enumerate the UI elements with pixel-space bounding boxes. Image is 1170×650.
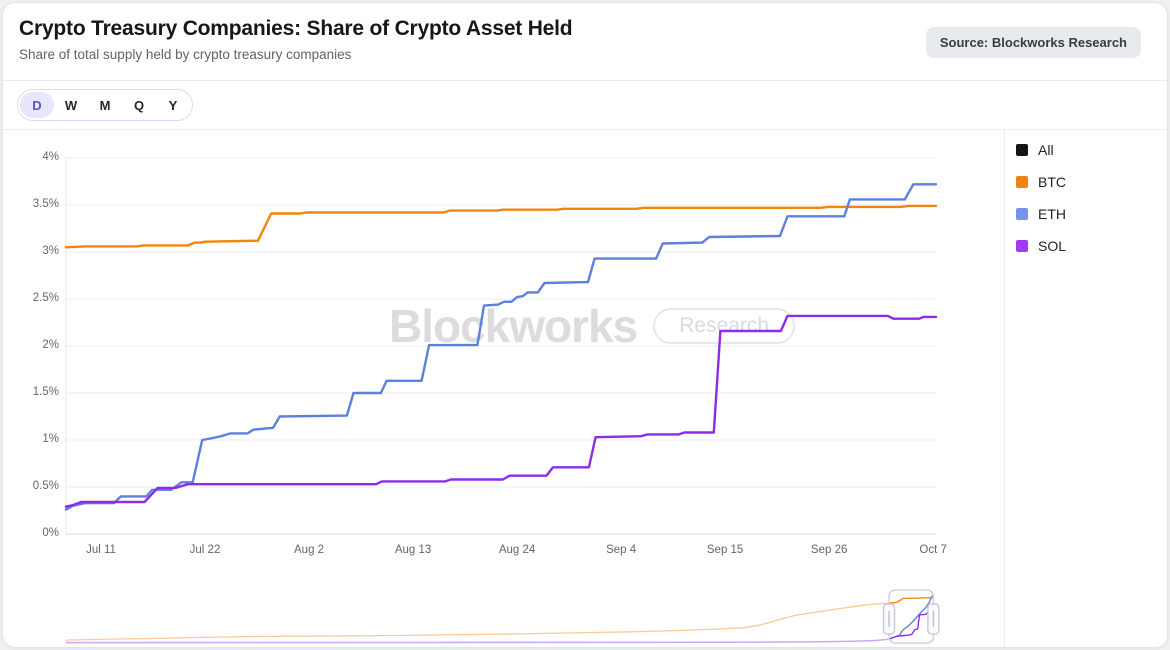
timeframe-button-yearly[interactable]: Y	[156, 92, 190, 118]
y-axis-label: 3.5%	[32, 198, 59, 210]
navigator-svg[interactable]	[41, 587, 943, 648]
legend-label: BTC	[1038, 174, 1066, 190]
legend-item-btc[interactable]: BTC	[1016, 169, 1066, 195]
page-subtitle: Share of total supply held by crypto tre…	[19, 47, 352, 62]
legend-swatch-btc	[1016, 176, 1028, 188]
y-axis-label: 0%	[42, 527, 59, 539]
x-axis-label: Aug 13	[394, 544, 432, 556]
legend-divider	[1004, 130, 1005, 647]
y-axis-label: 1.5%	[32, 386, 59, 398]
series-line-btc	[64, 204, 938, 249]
x-axis-label: Aug 2	[294, 544, 325, 556]
y-axis-label: 0.5%	[32, 480, 59, 492]
x-axis-label: Sep 26	[810, 544, 848, 556]
x-axis-label: Sep 4	[606, 544, 637, 556]
main-chart-svg[interactable]	[41, 146, 943, 558]
chart-legend: All BTC ETH SOL	[1016, 137, 1066, 265]
y-axis-label: 3%	[42, 245, 59, 257]
legend-item-all[interactable]: All	[1016, 137, 1066, 163]
y-axis-label: 1%	[42, 433, 59, 445]
legend-swatch-sol	[1016, 240, 1028, 252]
timeframe-button-quarterly[interactable]: Q	[122, 92, 156, 118]
timeframe-selector: D W M Q Y	[17, 89, 193, 121]
navigator-line-sol	[65, 612, 934, 644]
series-line-eth	[64, 183, 938, 511]
x-axis-label: Sep 15	[706, 544, 744, 556]
timeframe-button-weekly[interactable]: W	[54, 92, 88, 118]
x-axis-label: Jul 22	[189, 544, 221, 556]
header-divider	[3, 80, 1167, 81]
x-axis-label: Aug 24	[498, 544, 536, 556]
navigator-line-btc	[65, 596, 934, 641]
timeframe-button-monthly[interactable]: M	[88, 92, 122, 118]
legend-swatch-eth	[1016, 208, 1028, 220]
legend-label: ETH	[1038, 206, 1066, 222]
page-title: Crypto Treasury Companies: Share of Cryp…	[19, 17, 573, 40]
legend-swatch-all	[1016, 144, 1028, 156]
toolbar-divider	[3, 129, 1167, 130]
navigator-series-selected	[889, 594, 934, 641]
x-axis-label: Oct 7	[919, 544, 947, 556]
legend-label: All	[1038, 142, 1054, 158]
navigator-line-sol	[889, 612, 934, 640]
series-line-sol	[64, 314, 938, 508]
legend-label: SOL	[1038, 238, 1067, 254]
timeframe-button-daily[interactable]: D	[20, 92, 54, 118]
legend-item-eth[interactable]: ETH	[1016, 201, 1066, 227]
y-axis-label: 2%	[42, 339, 59, 351]
navigator-line-eth	[66, 594, 934, 644]
y-axis-label: 4%	[42, 151, 59, 163]
navigator-series-faded	[65, 594, 934, 644]
legend-item-sol[interactable]: SOL	[1016, 233, 1066, 259]
x-axis-label: Jul 11	[86, 544, 116, 556]
navigator-line-eth	[889, 594, 934, 641]
source-badge: Source: Blockworks Research	[925, 27, 1141, 58]
y-axis-label: 2.5%	[32, 292, 59, 304]
